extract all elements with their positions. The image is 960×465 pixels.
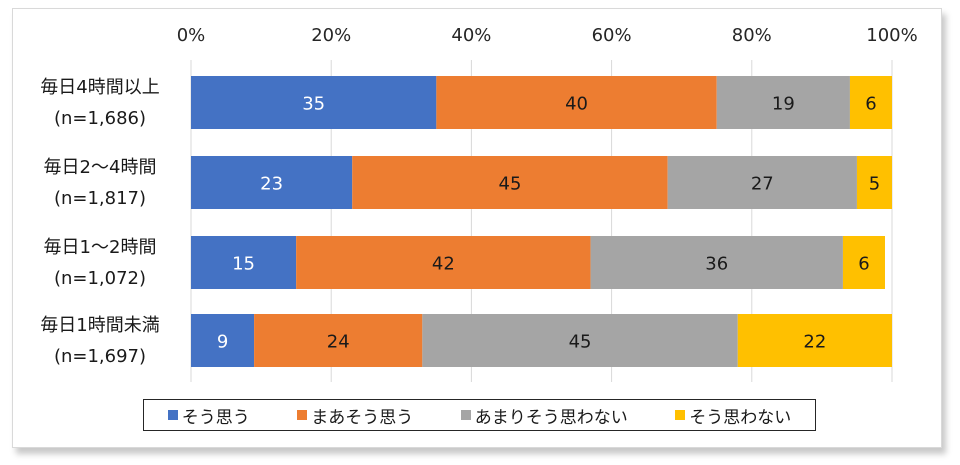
category-count-label: (n=1,072) xyxy=(54,268,146,289)
legend-item-0: そう思う xyxy=(167,403,250,428)
data-label: 6 xyxy=(858,254,869,275)
x-tick-label: 80% xyxy=(732,25,772,46)
bar-segment xyxy=(191,236,297,289)
data-label: 6 xyxy=(865,94,876,115)
bar-segment xyxy=(849,76,892,129)
data-label: 45 xyxy=(499,174,522,195)
data-label: 22 xyxy=(803,332,826,353)
legend-item-3: そう思わない xyxy=(675,403,791,428)
bar-segment xyxy=(842,236,885,289)
bar-segment xyxy=(590,236,843,289)
bar-segment xyxy=(191,314,255,367)
data-label: 5 xyxy=(869,174,880,195)
data-label: 36 xyxy=(705,254,728,275)
legend-swatch-0 xyxy=(167,410,178,420)
category-count-label: (n=1,686) xyxy=(54,108,146,129)
category-count-label: (n=1,697) xyxy=(54,346,146,367)
bar-segment xyxy=(191,76,437,129)
bar-segment xyxy=(254,314,423,367)
data-label: 19 xyxy=(772,94,795,115)
category-label: 毎日4時間以上 xyxy=(40,77,159,98)
x-tick-label: 0% xyxy=(177,25,206,46)
data-label: 40 xyxy=(565,94,588,115)
data-label: 15 xyxy=(232,254,255,275)
bar-segment xyxy=(667,156,857,209)
bar-segment xyxy=(191,156,353,209)
legend-swatch-3 xyxy=(675,410,686,420)
legend-item-2: あまりそう思わない xyxy=(460,403,628,428)
legend-swatch-2 xyxy=(460,410,471,420)
category-label: 毎日1時間未満 xyxy=(40,315,159,336)
legend-swatch-1 xyxy=(297,410,308,420)
category-label: 毎日2～4時間 xyxy=(44,157,157,178)
data-label: 42 xyxy=(432,254,455,275)
data-label: 45 xyxy=(569,332,592,353)
legend-label-0: そう思う xyxy=(181,407,250,428)
bar-segment xyxy=(856,156,892,209)
data-label: 24 xyxy=(327,332,350,353)
x-tick-label: 40% xyxy=(451,25,491,46)
bar-segment xyxy=(352,156,668,209)
category-count-label: (n=1,817) xyxy=(54,188,146,209)
data-label: 35 xyxy=(302,94,325,115)
category-label: 毎日1～2時間 xyxy=(44,237,157,258)
data-label: 27 xyxy=(751,174,774,195)
x-tick-label: 20% xyxy=(311,25,351,46)
bar-segment xyxy=(296,236,591,289)
legend-item-1: まあそう思う xyxy=(297,403,413,428)
data-label: 23 xyxy=(260,174,283,195)
bar-segment xyxy=(737,314,892,367)
legend-label-3: そう思わない xyxy=(689,407,792,428)
data-label: 9 xyxy=(217,332,228,353)
bar-segment xyxy=(422,314,738,367)
bar-segment xyxy=(436,76,717,129)
legend-label-2: あまりそう思わない xyxy=(474,407,628,428)
legend: そう思う まあそう思う あまりそう思わない そう思わない xyxy=(143,399,816,431)
x-tick-label: 100% xyxy=(866,25,917,46)
x-tick-label: 60% xyxy=(592,25,632,46)
bar-segment xyxy=(716,76,850,129)
legend-label-1: まあそう思う xyxy=(311,407,414,428)
